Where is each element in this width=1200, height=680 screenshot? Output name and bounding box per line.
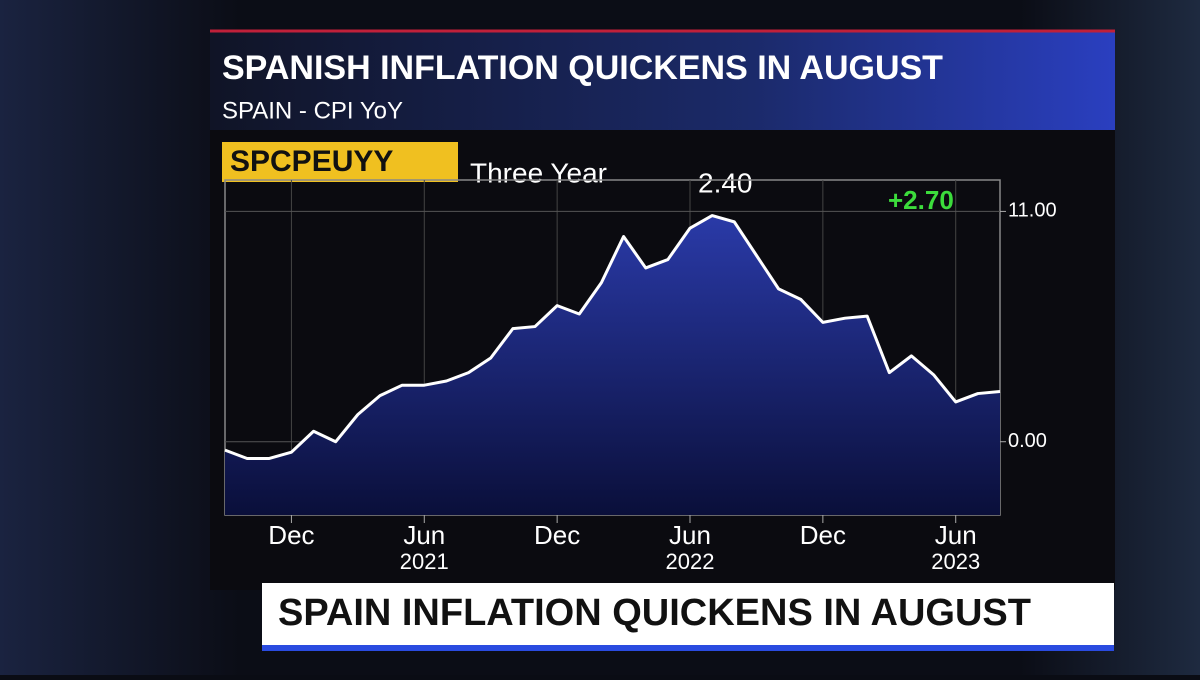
x-tick-label: Jun: [669, 520, 711, 550]
y-tick-label: 0.00: [1008, 430, 1047, 452]
x-tick-label: Dec: [534, 520, 580, 550]
x-tick-label: Dec: [800, 520, 846, 550]
change: +2.70: [888, 185, 954, 215]
line: [224, 214, 1001, 460]
last-value: 2.40: [698, 167, 753, 198]
ticker-box: [222, 142, 458, 182]
banner: SPAIN INFLATION QUICKENS IN AUGUST: [278, 592, 1031, 634]
x-tick-label: Jun: [935, 520, 977, 550]
x-year-label: 2022: [666, 549, 715, 574]
x-year-label: 2021: [400, 549, 449, 574]
x-tick-label: Dec: [268, 520, 314, 550]
ticker: SPCPEUYY: [230, 145, 393, 178]
chart-subtitle: SPAIN - CPI YoY: [222, 97, 403, 124]
y-tick-label: 11.00: [1008, 200, 1057, 222]
x-year-label: 2023: [931, 549, 980, 574]
area: [225, 215, 1000, 515]
banner-underline: [262, 645, 1114, 651]
banner-box: [262, 583, 1114, 645]
period: Three Year: [470, 157, 607, 188]
x-tick-label: Jun: [403, 520, 445, 550]
chart-title: SPANISH INFLATION QUICKENS IN AUGUST: [222, 49, 943, 87]
header-band: [210, 30, 1115, 130]
